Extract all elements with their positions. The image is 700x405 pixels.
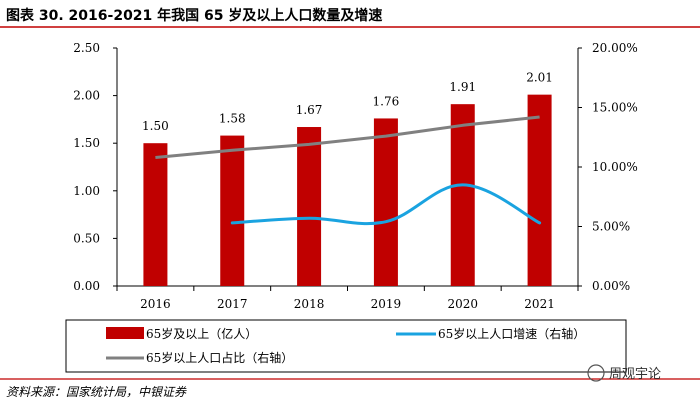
legend-frame (65, 319, 627, 373)
bar (450, 104, 475, 286)
left-axis-ticks: 0.00 0.50 1.00 1.50 2.00 2.50 (73, 41, 117, 293)
x-tick-label: 2017 (217, 297, 248, 311)
right-tick-label: 15.00% (592, 101, 638, 115)
left-tick-label: 2.00 (73, 89, 100, 103)
share-line (155, 115, 540, 159)
chart-title: 图表 30. 2016-2021 年我国 65 岁及以上人口数量及增速 (6, 7, 382, 24)
left-tick-label: 1.50 (73, 136, 100, 150)
left-tick-label: 2.50 (73, 41, 100, 55)
legend-swatch-bar (106, 327, 144, 339)
x-tick-label: 2018 (294, 297, 325, 311)
x-tick-label: 2016 (140, 297, 171, 311)
right-tick-label: 5.00% (592, 220, 630, 234)
x-tick-label: 2019 (371, 297, 402, 311)
source-note: 资料来源：国家统计局，中银证券 (6, 385, 187, 399)
right-tick-label: 10.00% (592, 160, 638, 174)
watermark: 周观宇论 (587, 364, 661, 382)
bar-data-labels: 1.50 1.58 1.67 1.76 1.91 2.01 (142, 71, 553, 134)
legend-label-share: 65岁以上人口占比（右轴） (146, 350, 293, 365)
bar-value-label: 2.01 (526, 71, 553, 85)
line-series (155, 115, 542, 226)
left-tick-label: 0.00 (73, 279, 100, 293)
right-tick-label: 20.00% (592, 41, 638, 55)
left-tick-label: 0.50 (73, 231, 100, 245)
legend-label-population: 65岁及以上（亿人） (146, 326, 257, 341)
x-tick-label: 2020 (447, 297, 478, 311)
bar (297, 127, 322, 287)
legend: 65岁及以上（亿人） 65岁以上人口增速（右轴） 65岁以上人口占比（右轴） (65, 319, 627, 373)
x-tick-label: 2021 (524, 297, 555, 311)
watermark-text: 周观宇论 (609, 367, 661, 382)
legend-label-growth: 65岁以上人口增速（右轴） (438, 326, 585, 341)
growth-line (230, 183, 542, 226)
bar-value-label: 1.91 (449, 80, 476, 94)
left-tick-label: 1.00 (73, 184, 100, 198)
bar-value-label: 1.50 (142, 119, 169, 133)
bar-series (143, 94, 552, 287)
bar-value-label: 1.58 (219, 112, 246, 126)
wechat-icon (587, 364, 605, 382)
x-axis-ticks: 2016 2017 2018 2019 2020 2021 (116, 286, 579, 311)
bar (373, 118, 398, 286)
right-tick-label: 0.00% (592, 279, 630, 293)
bar (220, 135, 245, 286)
bar (143, 143, 168, 286)
right-axis-ticks: 0.00% 5.00% 10.00% 15.00% 20.00% (578, 41, 638, 293)
plot-area (116, 48, 579, 287)
bar-value-label: 1.67 (296, 103, 323, 117)
bar (527, 94, 552, 286)
bar-value-label: 1.76 (373, 94, 400, 108)
